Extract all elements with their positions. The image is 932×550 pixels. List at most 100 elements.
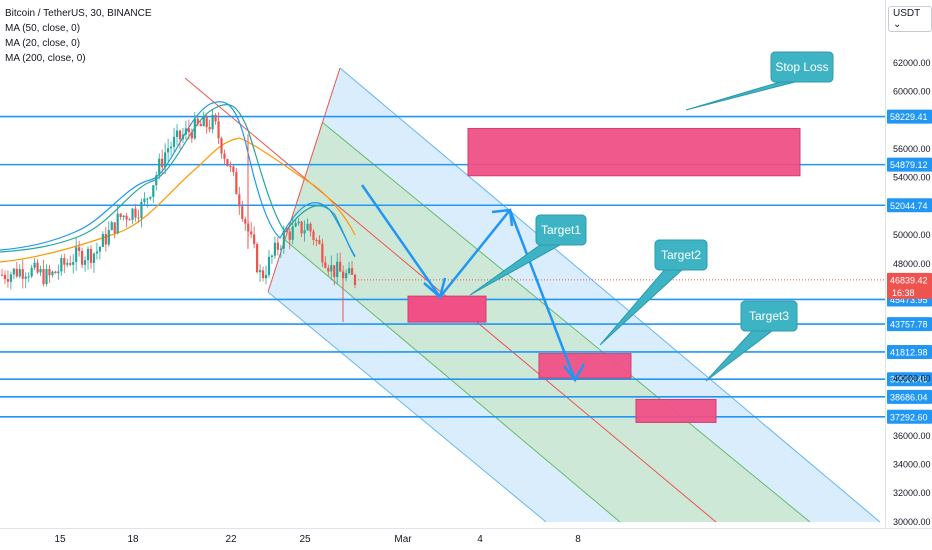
zone-target2 xyxy=(538,353,632,379)
candle-body xyxy=(256,244,259,273)
candle-body xyxy=(345,273,348,279)
indicator-ma-50[interactable]: MA (50, close, 0) xyxy=(5,23,81,34)
candle-body xyxy=(238,194,241,207)
indicator-ma-200[interactable]: MA (200, close, 0) xyxy=(5,53,86,64)
ma-50-line xyxy=(0,101,356,257)
candle-body xyxy=(350,268,354,275)
candle-body xyxy=(75,247,78,262)
channel-lower-line xyxy=(267,291,547,523)
channel-inner-upper-line xyxy=(321,121,811,523)
arrowhead-down xyxy=(423,277,447,300)
candle-body xyxy=(235,171,238,195)
candle-body xyxy=(312,231,315,240)
candle-body xyxy=(57,271,60,274)
candle-body xyxy=(110,222,113,231)
ma-20-line xyxy=(0,103,356,258)
candle-body xyxy=(6,279,10,282)
candle-body xyxy=(309,223,312,232)
price-tick: 30000.00 xyxy=(893,517,931,527)
candle-body xyxy=(45,268,48,285)
candle-body xyxy=(199,124,202,127)
candle-body xyxy=(321,243,324,263)
candle-body xyxy=(333,265,336,277)
candle-body xyxy=(152,185,155,197)
candle-body xyxy=(155,175,158,186)
candle-body xyxy=(220,138,223,154)
candle-body xyxy=(78,247,81,251)
candle-body xyxy=(36,262,39,273)
time-axis: 15 18 22 25 Mar 4 8 xyxy=(54,534,581,545)
ma-200-line xyxy=(0,137,356,263)
zone-target3 xyxy=(635,398,717,423)
time-tick: 15 xyxy=(54,534,66,545)
symbol-title: Bitcoin / TetherUS, 30, BINANCE xyxy=(5,8,152,19)
candle-body xyxy=(149,196,152,199)
price-tick: 40000.00 xyxy=(893,373,931,383)
candle-body xyxy=(98,246,101,252)
candle-body xyxy=(60,258,63,272)
callout-label: Target1 xyxy=(541,223,581,237)
level-label: 52044.74 xyxy=(890,201,928,211)
candle-body xyxy=(169,146,173,149)
candle-body xyxy=(137,217,140,219)
candle-body xyxy=(223,153,226,159)
candle-body xyxy=(208,127,211,130)
candle-body xyxy=(294,223,297,227)
indicator-ma-20[interactable]: MA (20, close, 0) xyxy=(5,38,81,49)
channel-upper-band xyxy=(268,68,880,522)
candle-body xyxy=(282,230,285,249)
candle-body xyxy=(122,215,125,218)
candle-body xyxy=(303,230,306,234)
callout-label: Target2 xyxy=(661,248,701,262)
candle-body xyxy=(261,270,265,279)
candle-body xyxy=(181,134,185,140)
candle-body xyxy=(63,258,66,265)
callouts: Stop Loss Target1 Target2 Target3 xyxy=(469,51,834,382)
candle-body xyxy=(232,166,235,172)
candle-body xyxy=(101,233,104,247)
level-label-bg xyxy=(887,389,932,404)
candle-body xyxy=(54,271,57,274)
price-scale-separator xyxy=(885,0,886,528)
channel-upper-line xyxy=(339,67,881,523)
candle-body xyxy=(15,268,18,277)
candle-body xyxy=(164,152,167,168)
candle-body xyxy=(196,118,199,125)
candle-body xyxy=(175,130,179,137)
candle-body xyxy=(214,114,217,122)
candle-body xyxy=(297,221,300,224)
candle-body xyxy=(119,213,122,218)
candle-body xyxy=(9,274,12,282)
level-label-bg xyxy=(887,409,932,424)
zones xyxy=(407,127,801,423)
currency-selector[interactable]: USDT ⌄ xyxy=(888,6,932,32)
level-label-bg xyxy=(887,198,932,213)
current-price-label-bg xyxy=(887,272,932,299)
candle-body xyxy=(128,219,131,221)
candle-body xyxy=(21,269,24,279)
time-tick: 25 xyxy=(299,534,311,545)
candle-body xyxy=(113,222,116,233)
level-label-bg xyxy=(887,317,932,332)
candle-body xyxy=(336,261,339,277)
zone-target1 xyxy=(407,295,487,323)
candle-body xyxy=(244,219,247,224)
candle-body xyxy=(69,263,72,265)
candle-body xyxy=(288,231,291,240)
level-label: 38686.04 xyxy=(890,392,928,402)
candle-body xyxy=(134,208,137,218)
candle-body xyxy=(202,116,205,127)
candle-body xyxy=(146,198,149,200)
candle-body xyxy=(39,269,42,273)
channel-inner-lower-line xyxy=(284,239,621,523)
callout-label: Target3 xyxy=(749,309,789,323)
candle-body xyxy=(86,249,90,261)
candle-body xyxy=(172,136,176,147)
candle-body xyxy=(184,128,188,135)
callout-tail xyxy=(705,330,774,382)
candle-body xyxy=(339,261,342,272)
time-tick: Mar xyxy=(394,534,412,545)
time-tick: 8 xyxy=(575,534,581,545)
candle-body xyxy=(226,158,229,167)
